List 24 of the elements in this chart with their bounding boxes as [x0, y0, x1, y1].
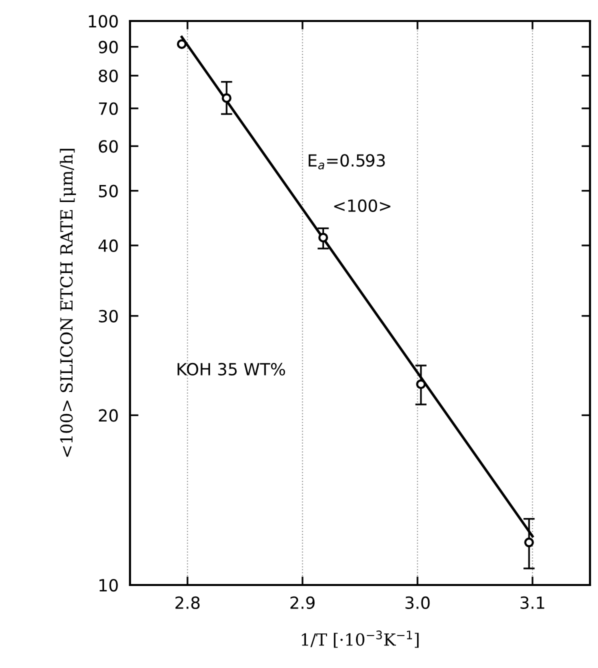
x-axis-title: 1/T [·10$^{−3}$K$^{−1}$]	[302, 630, 419, 648]
point	[176, 39, 187, 49]
y-tick-label: 60	[98, 140, 118, 153]
annotation: <100>	[334, 199, 390, 212]
y-tick-label: 100	[88, 14, 118, 28]
y-tick-label: 50	[98, 184, 118, 198]
point	[524, 538, 534, 548]
x-tick-label: 3.0	[406, 596, 430, 610]
point	[416, 379, 426, 390]
x-tick-label: 3.1	[520, 596, 544, 610]
annotation: KOH 35 WT%	[178, 362, 286, 376]
y-tick-label: 30	[98, 310, 118, 322]
x-tick-label: 2.8	[175, 596, 200, 610]
y-tick-label: 20	[98, 409, 118, 422]
y-tick-label: 80	[98, 70, 118, 82]
y-axis-title: <100> SILICON ETCH RATE [μm/h]	[60, 148, 76, 457]
point	[222, 93, 232, 103]
point	[318, 232, 328, 242]
y-tick-label: 70	[99, 102, 118, 115]
annotation: E$_{a}$=0.593	[308, 154, 385, 170]
x-tick-label: 2.9	[290, 596, 315, 610]
y-tick-label: 10	[100, 578, 118, 592]
y-tick-label: 90	[98, 40, 118, 54]
y-tick-label: 40	[98, 239, 118, 252]
